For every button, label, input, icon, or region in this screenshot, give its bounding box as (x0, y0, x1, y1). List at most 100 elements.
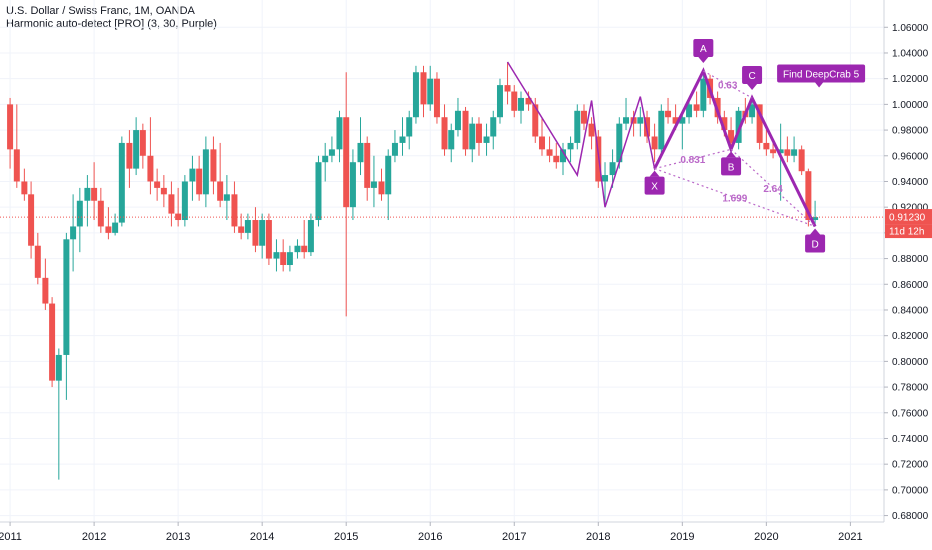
ratio-label: 0.831 (680, 155, 705, 166)
candle-body (686, 104, 693, 118)
x-tick-label: 2015 (334, 531, 358, 543)
candle-body (349, 162, 356, 208)
y-tick-label: 0.76000 (892, 408, 929, 419)
candle-body (181, 181, 188, 221)
candle-body (391, 142, 398, 156)
candle-body (525, 97, 532, 105)
candle-body (784, 149, 791, 156)
y-tick-label: 0.84000 (892, 305, 929, 316)
y-tick-label: 0.82000 (892, 331, 929, 342)
candle-body (118, 142, 125, 223)
candle-body (777, 149, 784, 154)
ratio-label: 1.699 (722, 194, 747, 205)
point-marker-a: A (693, 38, 714, 63)
y-tick-label: 0.80000 (892, 357, 929, 368)
candle-body (609, 162, 616, 176)
candle-body (427, 78, 434, 105)
candle-body (546, 149, 553, 156)
point-label: D (811, 239, 818, 250)
candle-body (97, 200, 104, 227)
candle-body (406, 117, 413, 137)
candle-body (532, 104, 539, 137)
candle-body (21, 181, 28, 195)
price-tag: 0.91230 11d 12h (885, 209, 932, 239)
candle-body (84, 187, 91, 201)
candle-body (616, 123, 623, 163)
candle-body (357, 142, 364, 163)
candle-body (63, 239, 70, 355)
candle-body (441, 117, 448, 150)
y-tick-label: 0.88000 (892, 254, 929, 265)
chart-title: U.S. Dollar / Swiss Franc, 1M, OANDA (6, 5, 195, 17)
x-tick-label: 2011 (0, 531, 22, 543)
grid (0, 0, 884, 522)
candle-body (265, 220, 272, 259)
y-tick-label: 0.72000 (892, 460, 929, 471)
y-tick-label: 0.94000 (892, 177, 929, 188)
y-tick-label: 0.96000 (892, 151, 929, 162)
candle-body (322, 155, 329, 163)
y-tick-label: 1.00000 (892, 100, 929, 111)
candle-body (315, 162, 322, 221)
ratio-line (730, 148, 816, 227)
y-tick-label: 0.86000 (892, 280, 929, 291)
candle-body (147, 155, 154, 182)
candle-body (133, 130, 140, 169)
candle-body (196, 168, 203, 195)
candle-body (385, 155, 392, 195)
candle-body (364, 142, 371, 188)
price-countdown: 11d 12h (889, 227, 924, 238)
x-tick-label: 2013 (166, 531, 190, 543)
candle-body (517, 97, 524, 111)
candle-body (294, 245, 301, 253)
ratio-line (703, 70, 753, 99)
candle-body (13, 149, 20, 182)
x-tick-label: 2014 (250, 531, 274, 543)
candle-body (433, 78, 440, 118)
candle-body (602, 175, 609, 182)
candle-body (112, 222, 119, 233)
candle-body (328, 149, 335, 156)
candle-body (231, 194, 238, 227)
price-value: 0.91230 (889, 213, 926, 224)
candle-body (91, 187, 98, 201)
candle-body (553, 155, 560, 163)
point-label: X (651, 182, 658, 193)
candle-body (160, 187, 167, 195)
candle-body (721, 117, 728, 131)
candle-body (175, 213, 182, 221)
candle-body (34, 245, 41, 278)
x-tick-label: 2020 (754, 531, 778, 543)
candle-body (511, 91, 518, 111)
ratio-label: 0.63 (718, 80, 738, 91)
x-tick-label: 2021 (838, 531, 862, 543)
point-marker-b: B (721, 151, 742, 176)
point-label: B (728, 162, 735, 173)
candle-body (280, 252, 287, 265)
candle-body (202, 149, 209, 195)
candle-body (679, 117, 686, 124)
candle-body (581, 110, 588, 124)
candle-body (672, 117, 679, 124)
candle-body (462, 110, 469, 150)
y-tick-label: 0.74000 (892, 434, 929, 445)
pattern-name-text: Find DeepCrab 5 (783, 70, 860, 81)
candle-body (244, 220, 251, 233)
candle-body (55, 354, 62, 381)
candle-body (210, 149, 217, 182)
point-marker-x: X (644, 170, 665, 195)
candle-body (343, 117, 350, 208)
candle-body (70, 226, 77, 240)
candle-body (567, 142, 574, 150)
candle-body (798, 149, 805, 172)
candle-body (763, 142, 770, 150)
candle-body (49, 303, 56, 381)
candle-body (420, 72, 427, 105)
candle-body (700, 78, 707, 111)
candle-body (504, 85, 511, 92)
x-tick-label: 2017 (502, 531, 526, 543)
candle-body (378, 181, 385, 195)
x-tick-label: 2019 (670, 531, 694, 543)
candle-body (728, 130, 735, 143)
